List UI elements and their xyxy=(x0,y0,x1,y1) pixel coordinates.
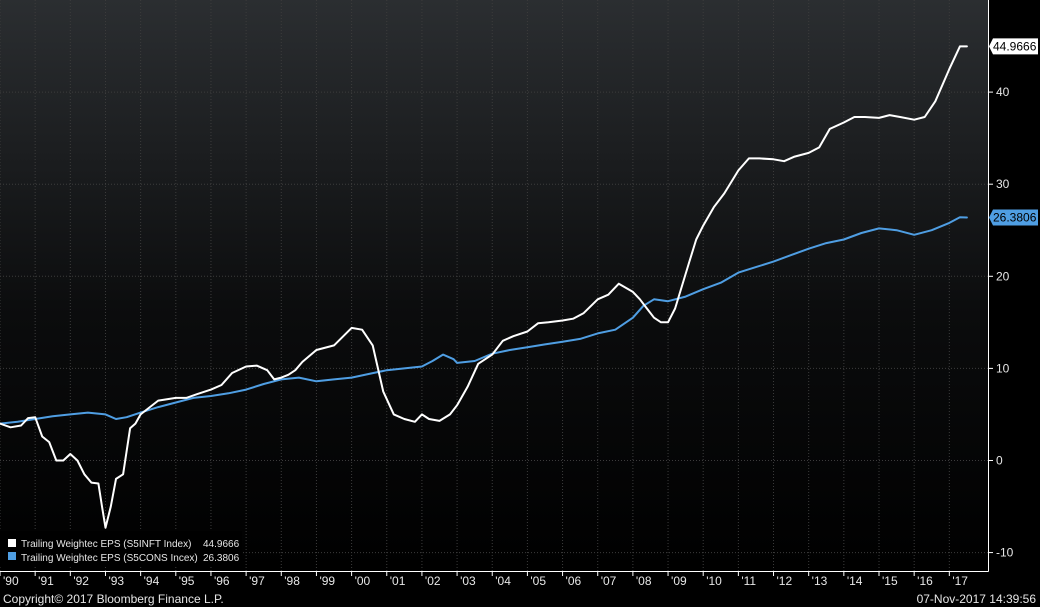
gridlines xyxy=(0,0,988,571)
x-tick-label: '10 xyxy=(706,574,722,588)
x-tick-label: '01 xyxy=(390,574,406,588)
y-tick-label: 0 xyxy=(996,453,1003,467)
x-tick-label: '17 xyxy=(952,574,968,588)
x-tick-label: '11 xyxy=(741,574,756,588)
x-tick-label: '07 xyxy=(601,574,617,588)
legend: Trailing Weightec EPS (S5INFT Index) 44.… xyxy=(0,531,242,567)
x-tick-label: '14 xyxy=(847,574,863,588)
x-tick-label: '13 xyxy=(812,574,828,588)
end-label-s5inft-box xyxy=(989,38,1038,55)
x-tick-label: '04 xyxy=(495,574,511,588)
y-tick-label: 10 xyxy=(996,361,1010,375)
x-tick-label: '03 xyxy=(460,574,476,588)
y-tick-label: 40 xyxy=(996,85,1010,99)
x-tick-label: '08 xyxy=(636,574,652,588)
x-tick-label: '09 xyxy=(671,574,687,588)
x-tick-label: '12 xyxy=(777,574,793,588)
end-value-labels: 44.9666 26.3806 xyxy=(989,38,1038,226)
y-tick-label: 20 xyxy=(996,269,1010,283)
x-tick-label: '91 xyxy=(38,574,54,588)
x-tick-label: '97 xyxy=(249,574,265,588)
x-tick-label: '98 xyxy=(284,574,300,588)
x-tick-label: '06 xyxy=(566,574,582,588)
end-label-s5cons: 26.3806 xyxy=(989,209,1038,226)
legend-background xyxy=(0,531,242,567)
x-tick-label: '95 xyxy=(179,574,195,588)
x-tick-label: '15 xyxy=(882,574,898,588)
x-tick-label: '93 xyxy=(108,574,124,588)
y-tick-label: 30 xyxy=(996,177,1010,191)
plot-area-background xyxy=(0,0,988,571)
x-tick-label: '96 xyxy=(214,574,230,588)
axes: -10 0 10 20 30 40 '90 '91 '92 '93 '94 '95 '96 '97 '98 '… xyxy=(0,0,1014,588)
x-tick-label: '94 xyxy=(144,574,160,588)
x-tick-label: '00 xyxy=(355,574,371,588)
end-label-s5cons-text: 26.3806 xyxy=(993,211,1037,225)
legend-swatch-s5inft xyxy=(8,539,16,547)
timestamp-text: 07-Nov-2017 14:39:56 xyxy=(917,592,1037,606)
footer: Copyright© 2017 Bloomberg Finance L.P. 0… xyxy=(3,592,1036,606)
legend-label-s5inft: Trailing Weightec EPS (S5INFT Index) xyxy=(21,539,191,550)
end-label-s5inft: 44.9666 xyxy=(989,38,1038,55)
y-tick-label: -10 xyxy=(996,546,1014,560)
x-tick-label: '92 xyxy=(73,574,89,588)
x-tick-label: '90 xyxy=(3,574,19,588)
end-label-s5inft-text: 44.9666 xyxy=(993,39,1037,53)
legend-value-s5cons: 26.3806 xyxy=(203,553,240,564)
x-tick-label: '16 xyxy=(917,574,933,588)
end-label-s5cons-box xyxy=(989,209,1038,226)
x-tick-label: '05 xyxy=(530,574,546,588)
legend-value-s5inft: 44.9666 xyxy=(203,539,240,550)
x-tick-label: '02 xyxy=(425,574,441,588)
copyright-text: Copyright© 2017 Bloomberg Finance L.P. xyxy=(3,592,224,606)
series-lines xyxy=(0,45,968,529)
x-tick-label: '99 xyxy=(319,574,335,588)
series-line-s5inft xyxy=(0,45,968,529)
series-line-s5cons xyxy=(0,216,968,425)
legend-swatch-s5cons xyxy=(8,552,16,560)
legend-label-s5cons: Trailing Weightec EPS (S5CONS Incex) xyxy=(21,553,198,564)
